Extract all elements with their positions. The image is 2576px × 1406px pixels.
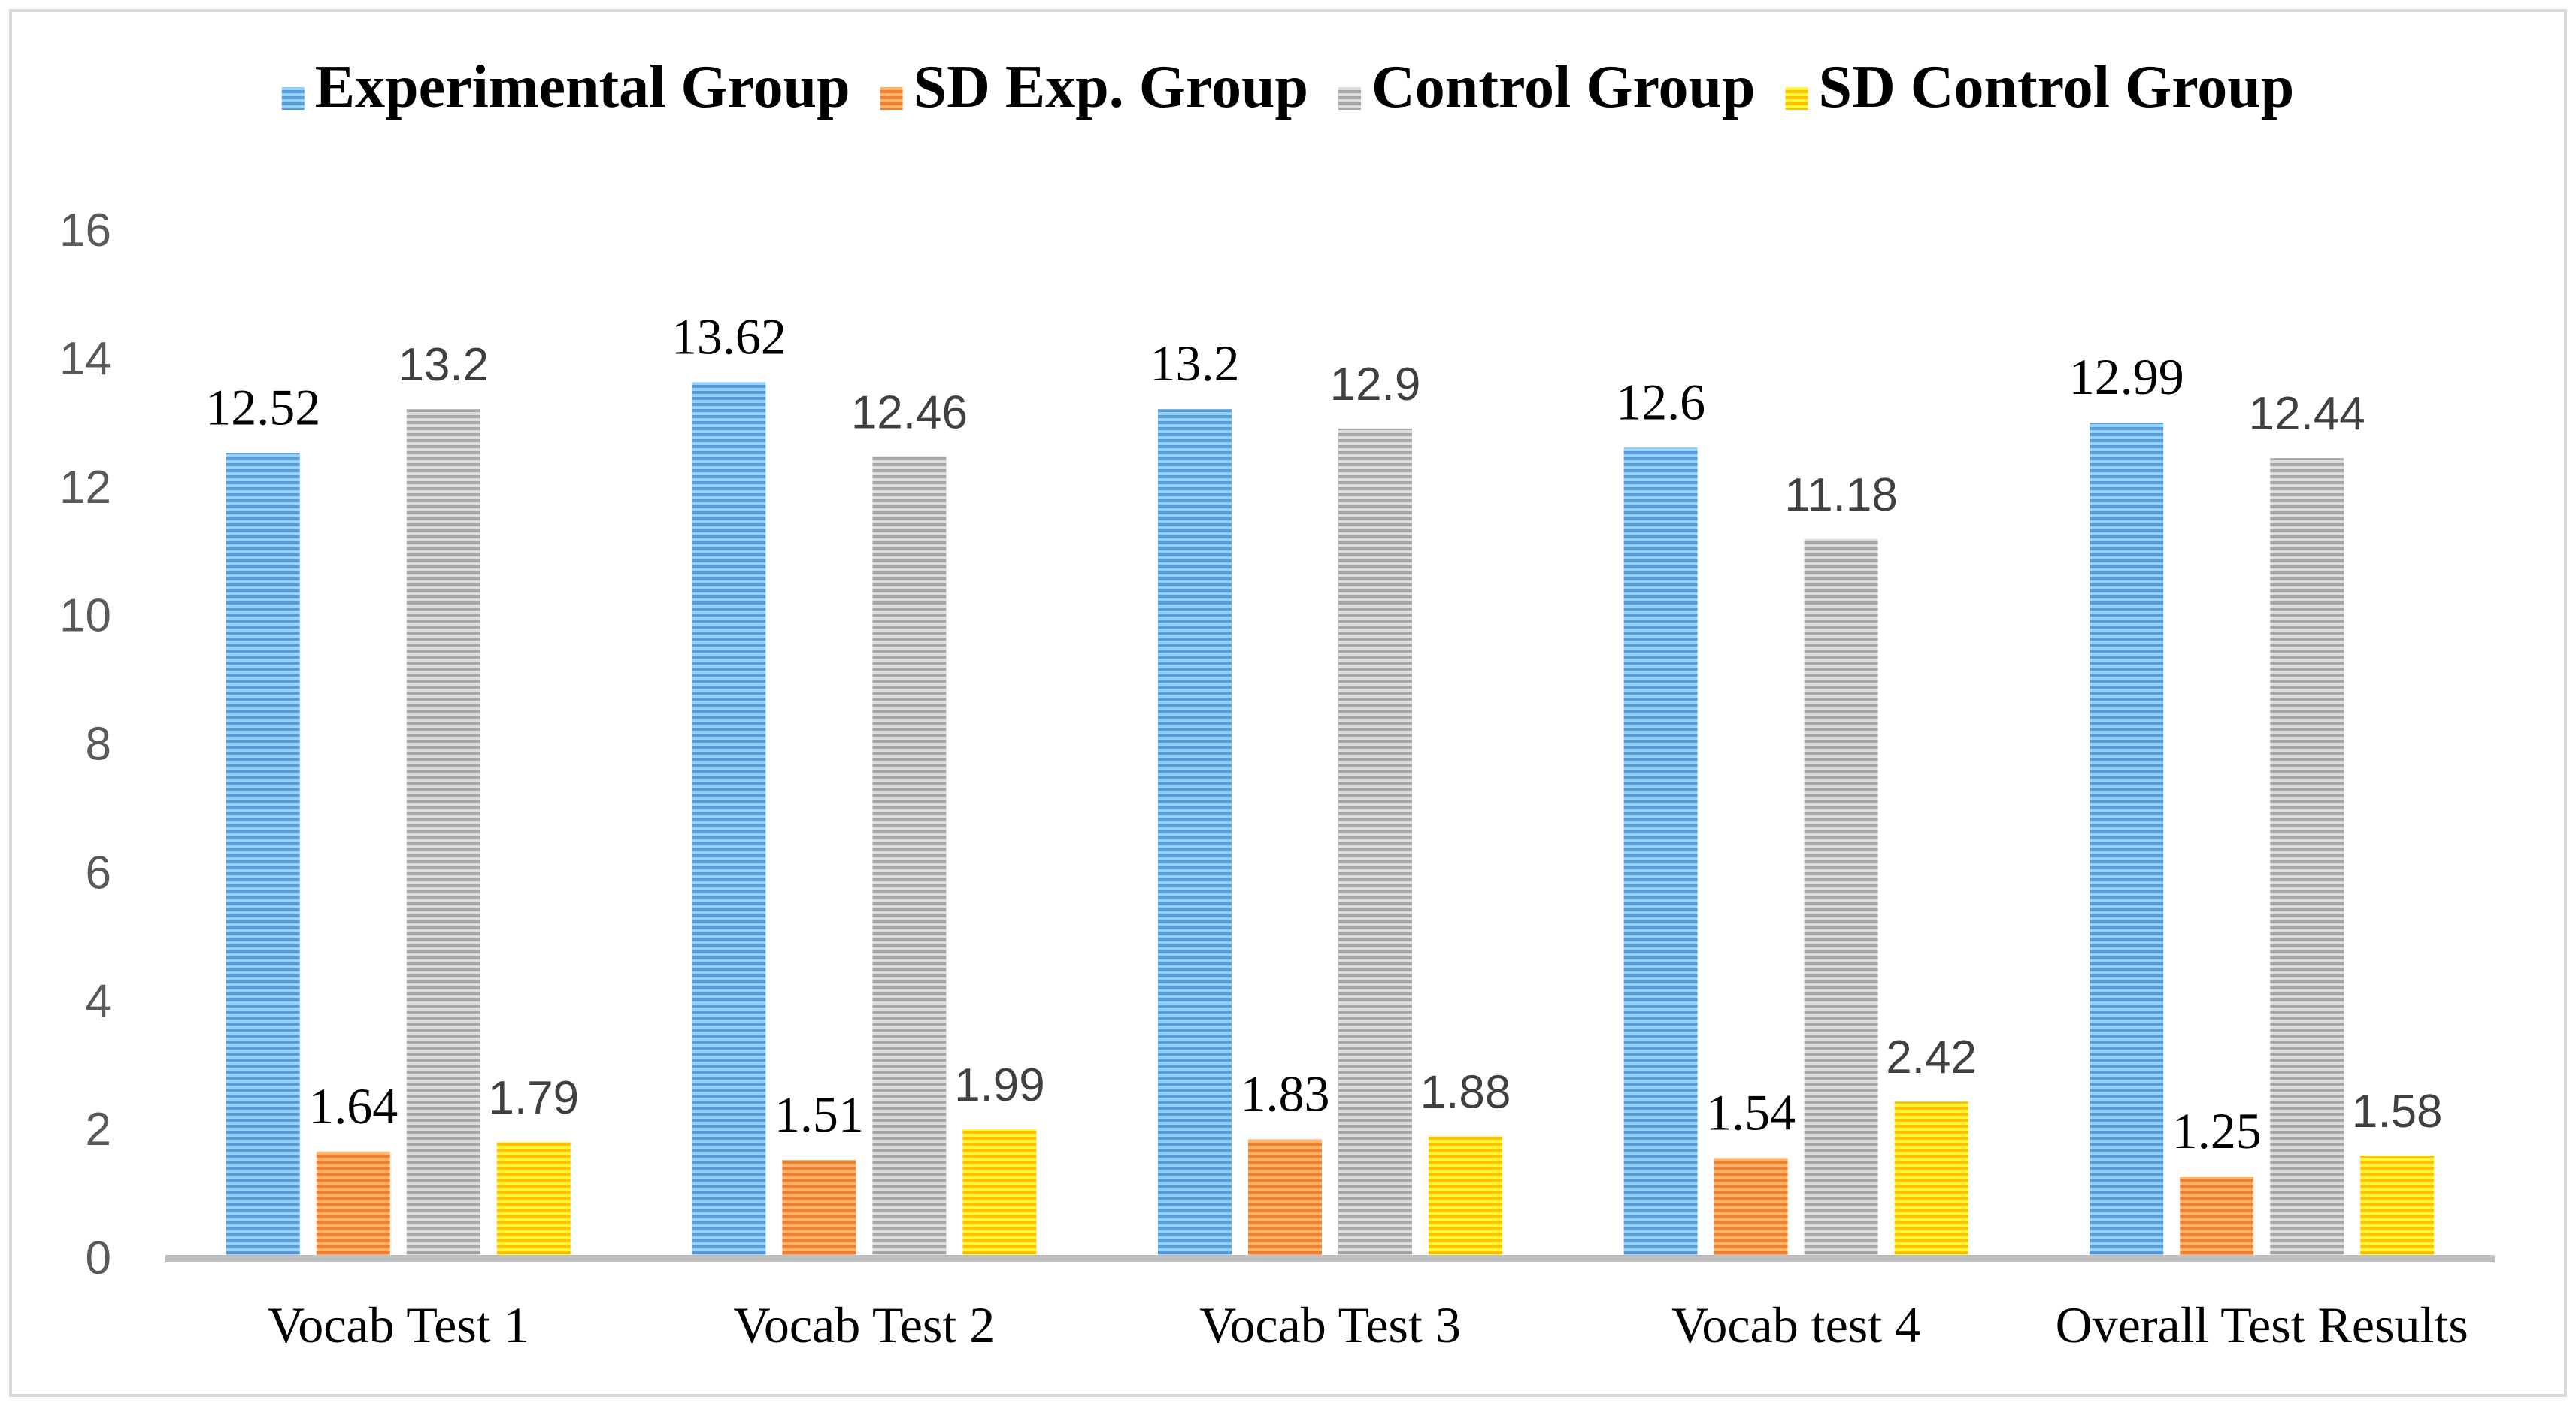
y-tick-label: 14	[59, 333, 111, 385]
bar-experimental-group-vocab-test-2	[692, 382, 766, 1257]
x-axis: Vocab Test 1 Vocab Test 2 Vocab Test 3 Voca…	[165, 1255, 2495, 1353]
data-label-sd-control-group-vocab-test-2: 1.99	[954, 1059, 1045, 1111]
data-label-sd-exp-group-vocab-test-2: 1.51	[774, 1086, 864, 1143]
legend-label-experimental-group: Experimental Group	[315, 54, 850, 120]
legend: Experimental Group SD Exp. Group Control G…	[281, 54, 2295, 120]
y-tick-label: 4	[86, 975, 111, 1027]
bar-sd-exp-group-vocab-test-4	[1714, 1158, 1788, 1257]
data-label-sd-exp-group-overall-test-results: 1.25	[2172, 1102, 2262, 1159]
bar-control-group-vocab-test-2	[872, 456, 947, 1257]
bar-experimental-group-vocab-test-3	[1158, 409, 1232, 1257]
data-label-sd-exp-group-vocab-test-1: 1.64	[308, 1077, 398, 1135]
data-label-experimental-group-vocab-test-1: 12.52	[205, 378, 320, 435]
y-tick-label: 0	[86, 1232, 111, 1284]
bar-experimental-group-vocab-test-1	[226, 453, 300, 1257]
data-label-experimental-group-vocab-test-3: 13.2	[1150, 335, 1240, 392]
data-label-control-group-vocab-test-2: 12.46	[851, 386, 968, 438]
legend-item-sd-exp-group: SD Exp. Group	[880, 54, 1308, 120]
data-label-control-group-vocab-test-1: 13.2	[398, 339, 489, 391]
data-label-control-group-vocab-test-3: 12.9	[1330, 359, 1421, 411]
legend-label-sd-exp-group: SD Exp. Group	[914, 54, 1308, 120]
y-tick-label: 2	[86, 1104, 111, 1156]
data-label-sd-exp-group-vocab-test-3: 1.83	[1241, 1065, 1330, 1123]
y-tick-label: 12	[59, 462, 111, 514]
bar-sd-exp-group-overall-test-results	[2180, 1177, 2254, 1257]
bar-sd-exp-group-vocab-test-2	[782, 1159, 856, 1257]
legend-item-sd-control-group: SD Control Group	[1785, 54, 2295, 120]
legend-item-control-group: Control Group	[1338, 54, 1756, 120]
data-labels-group: 12.52 1.64 13.2 1.79 13.62 1.51 12.46 1.99 13.2 1…	[205, 308, 2442, 1159]
data-label-sd-exp-group-vocab-test-4: 1.54	[1706, 1083, 1796, 1141]
bar-sd-control-group-vocab-test-1	[496, 1142, 571, 1257]
x-tick-label-vocab-test-1: Vocab Test 1	[268, 1296, 529, 1353]
data-label-control-group-vocab-test-4: 11.18	[1784, 469, 1898, 521]
legend-swatch-experimental-group	[281, 87, 305, 110]
data-label-control-group-overall-test-results: 12.44	[2249, 388, 2365, 440]
x-tick-label-vocab-test-3: Vocab Test 3	[1199, 1296, 1461, 1353]
x-axis-line	[165, 1255, 2495, 1262]
x-tick-label-overall-test-results: Overall Test Results	[2056, 1296, 2468, 1353]
bar-control-group-overall-test-results	[2270, 458, 2344, 1257]
bar-sd-control-group-vocab-test-3	[1429, 1136, 1502, 1257]
bar-sd-exp-group-vocab-test-3	[1248, 1139, 1322, 1257]
bar-sd-control-group-vocab-test-2	[962, 1129, 1037, 1257]
legend-label-sd-control-group: SD Control Group	[1819, 54, 2295, 120]
data-label-experimental-group-vocab-test-4: 12.6	[1616, 373, 1705, 430]
bar-sd-control-group-vocab-test-4	[1894, 1101, 1968, 1257]
y-tick-label: 16	[59, 205, 111, 256]
data-label-experimental-group-vocab-test-2: 13.62	[671, 308, 786, 365]
bar-experimental-group-overall-test-results	[2090, 423, 2164, 1257]
data-label-experimental-group-overall-test-results: 12.99	[2069, 348, 2184, 405]
x-tick-label-vocab-test-2: Vocab Test 2	[733, 1296, 995, 1353]
data-label-sd-control-group-vocab-test-1: 1.79	[488, 1072, 579, 1124]
y-tick-label: 10	[59, 590, 111, 642]
bar-sd-exp-group-vocab-test-1	[316, 1151, 390, 1257]
bar-experimental-group-vocab-test-4	[1623, 447, 1698, 1257]
y-axis: 0 2 4 6 8 10 12 14 16	[59, 205, 111, 1284]
bar-control-group-vocab-test-1	[406, 409, 480, 1257]
legend-swatch-sd-exp-group	[880, 87, 903, 110]
data-label-sd-control-group-vocab-test-3: 1.88	[1420, 1066, 1511, 1118]
data-label-sd-control-group-vocab-test-4: 2.42	[1886, 1032, 1977, 1083]
y-tick-label: 6	[86, 847, 111, 898]
x-tick-label-vocab-test-4: Vocab test 4	[1671, 1296, 1920, 1353]
bar-control-group-vocab-test-3	[1338, 428, 1412, 1258]
y-tick-label: 8	[86, 719, 111, 771]
legend-swatch-sd-control-group	[1785, 87, 1808, 110]
bar-control-group-vocab-test-4	[1804, 538, 1878, 1257]
bars-group	[226, 382, 2435, 1258]
bar-sd-control-group-overall-test-results	[2360, 1156, 2435, 1257]
data-label-sd-control-group-overall-test-results: 1.58	[2352, 1086, 2443, 1138]
legend-item-experimental-group: Experimental Group	[281, 54, 850, 120]
legend-swatch-control-group	[1338, 87, 1362, 110]
legend-label-control-group: Control Group	[1371, 54, 1755, 120]
